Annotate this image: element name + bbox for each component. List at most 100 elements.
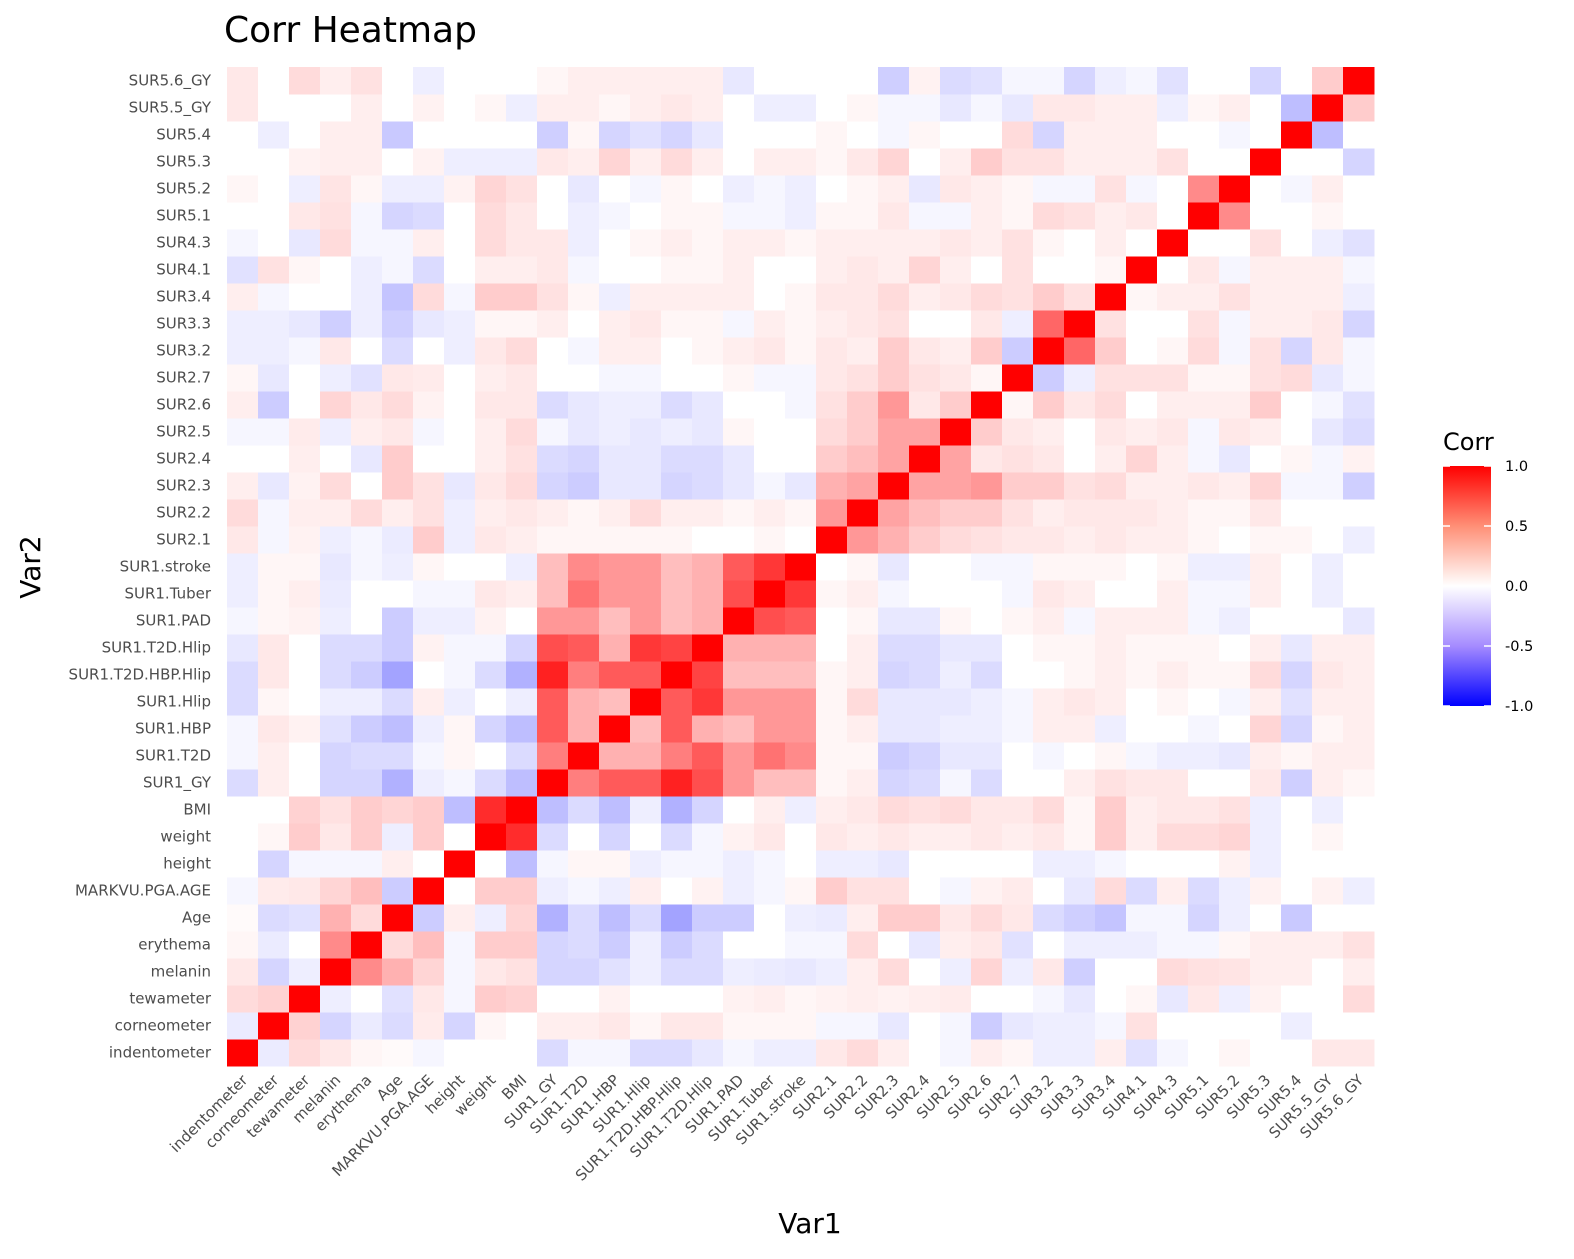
heatmap-cell <box>506 607 538 635</box>
heatmap-cell <box>506 580 538 608</box>
heatmap-cell <box>382 121 414 149</box>
heatmap-cell <box>661 742 693 770</box>
heatmap-cell <box>289 418 321 446</box>
heatmap-cell <box>1188 418 1220 446</box>
heatmap-cell <box>878 472 910 500</box>
heatmap-cell <box>1157 661 1189 689</box>
heatmap-cell <box>599 499 631 527</box>
heatmap-cell <box>444 94 476 122</box>
heatmap-cell <box>723 607 755 635</box>
heatmap-cell <box>289 1012 321 1040</box>
heatmap-cell <box>816 877 848 905</box>
heatmap-cell <box>940 526 972 554</box>
heatmap-cell <box>971 499 1003 527</box>
heatmap-cell <box>475 931 507 959</box>
heatmap-cell <box>351 904 383 932</box>
heatmap-cell <box>258 715 290 743</box>
heatmap-cell <box>816 1012 848 1040</box>
heatmap-cell <box>1064 688 1096 716</box>
heatmap-cell <box>1188 688 1220 716</box>
heatmap-cell <box>258 229 290 257</box>
heatmap-cell <box>1219 148 1251 176</box>
heatmap-cell <box>909 823 941 851</box>
heatmap-cell <box>1126 877 1158 905</box>
heatmap-cell <box>444 229 476 257</box>
heatmap-cell <box>909 580 941 608</box>
y-tick-label: SUR1.HBP <box>135 720 211 738</box>
heatmap-cell <box>1095 877 1127 905</box>
heatmap-cell <box>847 931 879 959</box>
legend-tick-label: 0.0 <box>1505 579 1528 595</box>
heatmap-cell <box>351 742 383 770</box>
heatmap-cell <box>878 985 910 1013</box>
heatmap-cell <box>1157 391 1189 419</box>
heatmap-cell <box>661 607 693 635</box>
y-tick-label: indentometer <box>109 1044 212 1062</box>
heatmap-cell <box>1002 229 1034 257</box>
heatmap-cell <box>1002 958 1034 986</box>
heatmap-cell <box>599 580 631 608</box>
heatmap-cell <box>1095 229 1127 257</box>
heatmap-cell <box>630 526 662 554</box>
heatmap-cell <box>506 499 538 527</box>
heatmap-cell <box>382 1039 414 1067</box>
heatmap-cell <box>754 256 786 284</box>
heatmap-cell <box>599 310 631 338</box>
heatmap-cell <box>599 202 631 230</box>
heatmap-cell <box>1095 67 1127 95</box>
heatmap-cell <box>537 607 569 635</box>
heatmap-cell <box>847 796 879 824</box>
heatmap-cell <box>1126 607 1158 635</box>
heatmap-cell <box>909 175 941 203</box>
heatmap-cell <box>692 634 724 662</box>
heatmap-cell <box>940 445 972 473</box>
heatmap-cell <box>351 1012 383 1040</box>
heatmap-cell <box>599 688 631 716</box>
heatmap-cell <box>568 499 600 527</box>
heatmap-cell <box>816 364 848 392</box>
heatmap-cell <box>1095 256 1127 284</box>
heatmap-cell <box>537 310 569 338</box>
heatmap-cell <box>692 607 724 635</box>
heatmap-cell <box>909 742 941 770</box>
heatmap-cell <box>630 256 662 284</box>
heatmap-cell <box>599 877 631 905</box>
heatmap-cell <box>692 553 724 581</box>
heatmap-cell <box>630 472 662 500</box>
heatmap-cell <box>1064 526 1096 554</box>
heatmap-cell <box>444 634 476 662</box>
heatmap-cell <box>1188 958 1220 986</box>
y-tick-label: SUR3.4 <box>156 288 211 306</box>
heatmap-cell <box>1343 958 1375 986</box>
heatmap-cell <box>506 526 538 554</box>
heatmap-cell <box>630 877 662 905</box>
heatmap-cell <box>568 418 600 446</box>
heatmap-cell <box>785 1012 817 1040</box>
heatmap-cell <box>754 445 786 473</box>
heatmap-cell <box>227 499 259 527</box>
heatmap-cell <box>1188 148 1220 176</box>
heatmap-cell <box>940 175 972 203</box>
heatmap-cell <box>444 715 476 743</box>
heatmap-cell <box>785 553 817 581</box>
heatmap-cell <box>1064 445 1096 473</box>
heatmap-cell <box>1188 985 1220 1013</box>
heatmap-cell <box>413 904 445 932</box>
heatmap-cell <box>351 715 383 743</box>
heatmap-cell <box>413 850 445 878</box>
heatmap-cell <box>1064 796 1096 824</box>
heatmap-cell <box>289 1039 321 1067</box>
heatmap-cell <box>227 742 259 770</box>
heatmap-cell <box>1188 121 1220 149</box>
heatmap-cell <box>1157 445 1189 473</box>
heatmap-cell <box>320 985 352 1013</box>
heatmap-cell <box>1126 985 1158 1013</box>
heatmap-cell <box>351 607 383 635</box>
heatmap-cell <box>599 823 631 851</box>
heatmap-cell <box>227 121 259 149</box>
heatmap-cell <box>1157 121 1189 149</box>
heatmap-cell <box>506 742 538 770</box>
heatmap-cell <box>1312 121 1344 149</box>
heatmap-cell <box>630 337 662 365</box>
heatmap-cell <box>816 175 848 203</box>
